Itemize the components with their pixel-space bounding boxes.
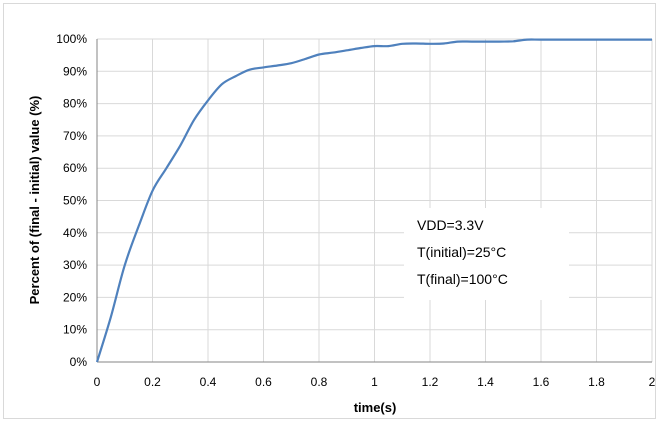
y-tick-label: 50% (63, 194, 87, 208)
y-tick-label: 100% (56, 32, 87, 46)
y-tick-labels: 0% 10% 20% 30% 40% 50% 60% 70% 80% 90% 100% (56, 32, 87, 369)
y-tick-label: 60% (63, 161, 87, 175)
y-tick-label: 80% (63, 97, 87, 111)
y-tick-label: 30% (63, 258, 87, 272)
grid-lines (97, 38, 653, 362)
annotation-t-final: T(final)=100°C (417, 271, 508, 287)
x-tick-labels: 0 0.2 0.4 0.6 0.8 1 1.2 1.4 1.6 1.8 2 (94, 375, 656, 389)
series-line (95, 38, 652, 363)
y-tick-label: 0% (70, 355, 88, 369)
axes (96, 39, 652, 363)
annotation-vdd: VDD=3.3V (417, 217, 484, 233)
series-group (95, 38, 652, 363)
x-tick-label: 1.2 (422, 375, 439, 389)
y-axis-title: Percent of (final - initial) value (%) (27, 96, 42, 305)
x-tick-label: 0 (94, 375, 101, 389)
annotation-box (404, 208, 569, 300)
y-tick-label: 10% (63, 323, 87, 337)
y-tick-label: 40% (63, 226, 87, 240)
x-tick-label: 1.6 (533, 375, 550, 389)
x-tick-label: 0.2 (144, 375, 161, 389)
x-tick-label: 0.6 (255, 375, 272, 389)
annotation-t-initial: T(initial)=25°C (417, 244, 506, 260)
x-tick-label: 1.8 (588, 375, 605, 389)
y-tick-label: 20% (63, 290, 87, 304)
x-tick-label: 1 (371, 375, 378, 389)
y-tick-label: 70% (63, 129, 87, 143)
x-tick-label: 1.4 (477, 375, 494, 389)
x-tick-label: 0.4 (200, 375, 217, 389)
x-tick-label: 0.8 (311, 375, 328, 389)
x-axis-title: time(s) (354, 400, 397, 415)
y-tick-label: 90% (63, 64, 87, 78)
x-tick-label: 2 (649, 375, 656, 389)
